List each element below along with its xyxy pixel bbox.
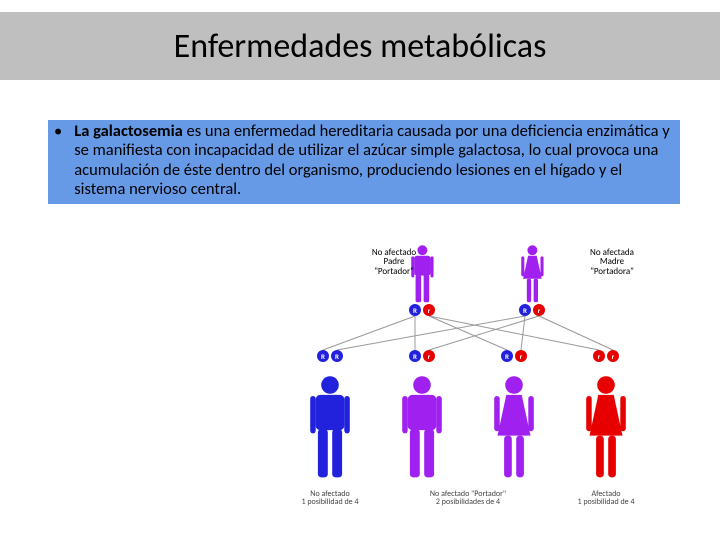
- allele-circle: R: [317, 350, 329, 362]
- allele-circle: r: [423, 304, 435, 316]
- outcome-caption: No afectado "Portador"2 posibilidades de…: [398, 490, 538, 507]
- allele-circle: R: [409, 350, 421, 362]
- allele-circle: R: [409, 304, 421, 316]
- person-label: No afectadoPadre"Portador": [360, 248, 428, 276]
- allele-circle: r: [533, 304, 545, 316]
- bullet-marker: •: [54, 122, 62, 200]
- allele-circle: r: [593, 350, 605, 362]
- allele-circle: r: [607, 350, 619, 362]
- bullet-lead: La galactosemia: [74, 121, 183, 141]
- allele-circle: R: [519, 304, 531, 316]
- person-figure: [308, 374, 352, 489]
- slide-title: Enfermedades metabólicas: [174, 26, 547, 67]
- person-figure: [492, 374, 536, 489]
- inheritance-diagram: Rr No afectadoPadre"Portador" Rr No afecta…: [300, 238, 692, 516]
- allele-circle: R: [501, 350, 513, 362]
- outcome-caption: Afectado1 posibilidad de 4: [564, 490, 648, 507]
- person-label: No afectadaMadre"Portadora": [578, 248, 646, 276]
- person-figure: [400, 374, 444, 489]
- allele-circle: r: [423, 350, 435, 362]
- bullet-paragraph: • La galactosemia es una enfermedad here…: [48, 120, 680, 204]
- person-figure: [520, 244, 545, 311]
- title-band: Enfermedades metabólicas: [0, 12, 720, 80]
- outcome-caption: No afectado1 posibilidad de 4: [288, 490, 372, 507]
- person-figure: [584, 374, 628, 489]
- allele-circle: R: [331, 350, 343, 362]
- allele-circle: r: [515, 350, 527, 362]
- bullet-body: La galactosemia es una enfermedad heredi…: [74, 122, 674, 200]
